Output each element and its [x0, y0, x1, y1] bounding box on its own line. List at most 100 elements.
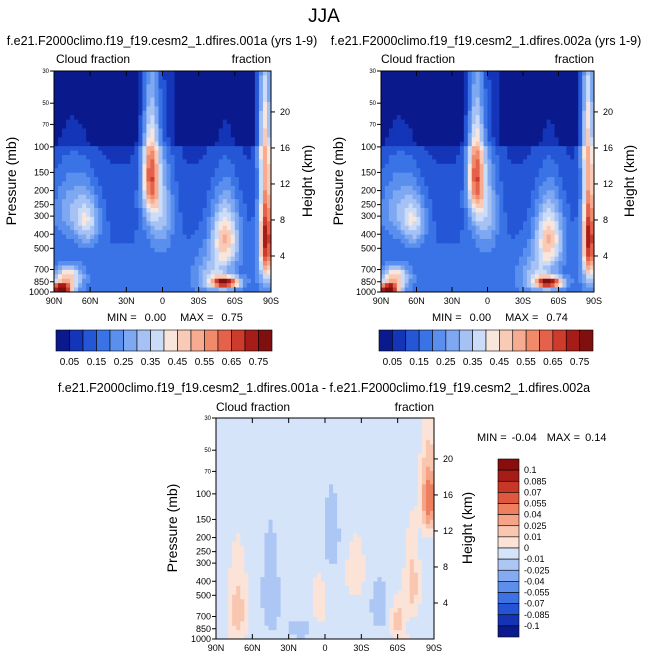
heatmap-cell	[90, 71, 95, 77]
heatmap-cell	[420, 88, 425, 94]
heatmap-cell	[542, 124, 548, 130]
heatmap-cell	[130, 88, 135, 94]
heatmap-cell	[214, 208, 220, 214]
heatmap-cell	[254, 238, 260, 244]
heatmap-cell	[408, 243, 414, 249]
heatmap-cell	[440, 146, 445, 152]
heatmap-cell	[388, 115, 394, 121]
heatmap-cell	[222, 128, 228, 134]
heatmap-cell	[94, 172, 99, 178]
heatmap-cell	[420, 115, 425, 121]
heatmap-cell	[384, 84, 390, 90]
heatmap-cell	[202, 172, 208, 178]
heatmap-cell	[550, 128, 556, 134]
heatmap-cell	[582, 79, 587, 85]
heatmap-cell	[58, 79, 63, 85]
heatmap-cell	[114, 190, 119, 196]
heatmap-cell	[542, 234, 548, 240]
heatmap-cell	[74, 168, 79, 174]
heatmap-cell	[542, 88, 548, 94]
heatmap-cell	[230, 106, 236, 112]
heatmap-cell	[134, 146, 139, 152]
heatmap-cell	[118, 216, 123, 222]
heatmap-cell	[499, 177, 504, 183]
heatmap-cell	[102, 234, 107, 240]
heatmap-cell	[218, 115, 224, 121]
heatmap-cell	[114, 199, 119, 205]
heatmap-cell	[66, 146, 71, 152]
heatmap-cell	[444, 230, 449, 236]
heatmap-cell	[582, 208, 587, 214]
heatmap-cell	[487, 101, 493, 107]
heatmap-cell	[202, 252, 208, 258]
heatmap-cell	[452, 203, 457, 209]
heatmap-cell	[182, 269, 188, 275]
heatmap-cell	[70, 283, 75, 289]
heatmap-cell	[74, 212, 79, 218]
heatmap-cell	[190, 221, 196, 227]
heatmap-cell	[452, 225, 457, 231]
heatmap-cell	[463, 150, 469, 156]
heatmap-cell	[586, 93, 591, 99]
heatmap-cell	[586, 119, 591, 125]
heatmap-cell	[90, 93, 95, 99]
heatmap-cell	[526, 185, 532, 191]
heatmap-cell	[118, 146, 123, 152]
heatmap-cell	[230, 247, 236, 253]
heatmap-cell	[218, 159, 224, 165]
heatmap-cell	[146, 97, 152, 103]
heatmap-cell	[230, 163, 236, 169]
heatmap-cell	[238, 119, 244, 125]
heatmap-cell	[202, 283, 208, 289]
heatmap-cell	[590, 106, 594, 112]
heatmap-cell	[487, 190, 493, 196]
heatmap-cell	[381, 252, 386, 258]
heatmap-cell	[444, 150, 449, 156]
heatmap-cell	[114, 75, 119, 81]
heatmap-cell	[534, 137, 540, 143]
heatmap-cell	[542, 238, 548, 244]
heatmap-cell	[266, 283, 271, 289]
heatmap-cell	[266, 238, 271, 244]
heatmap-cell	[210, 119, 216, 125]
heatmap-cell	[381, 234, 386, 240]
heatmap-cell	[475, 203, 481, 209]
heatmap-cell	[98, 97, 103, 103]
heatmap-cell	[420, 194, 425, 200]
heatmap-cell	[562, 230, 567, 236]
heatmap-cell	[230, 177, 236, 183]
heatmap-cell	[538, 177, 544, 183]
heatmap-cell	[558, 110, 564, 116]
heatmap-cell	[138, 269, 144, 275]
heatmap-cell	[198, 190, 204, 196]
heatmap-cell	[384, 110, 390, 116]
heatmap-cell	[142, 261, 148, 267]
heatmap-cell	[499, 159, 504, 165]
heatmap-cell	[238, 234, 244, 240]
heatmap-cell	[150, 172, 156, 178]
heatmap-cell	[487, 177, 493, 183]
heatmap-cell	[138, 124, 144, 130]
heatmap-cell	[142, 230, 148, 236]
heatmap-cell	[408, 75, 414, 81]
heatmap-cell	[487, 212, 493, 218]
heatmap-cell	[82, 79, 87, 85]
heatmap-cell	[463, 71, 469, 77]
heatmap-cell	[230, 101, 236, 107]
heatmap-cell	[384, 97, 390, 103]
heatmap-cell	[455, 172, 461, 178]
heatmap-cell	[154, 75, 160, 81]
heatmap-cell	[499, 88, 504, 94]
heatmap-cell	[534, 203, 540, 209]
heatmap-cell	[381, 101, 386, 107]
heatmap-cell	[110, 141, 115, 147]
heatmap-cell	[234, 194, 240, 200]
heatmap-cell	[66, 177, 71, 183]
heatmap-cell	[475, 75, 481, 81]
heatmap-cell	[242, 216, 248, 222]
heatmap-cell	[440, 154, 445, 160]
heatmap-cell	[90, 221, 95, 227]
heatmap-cell	[554, 203, 560, 209]
heatmap-cell	[242, 238, 248, 244]
heatmap-cell	[455, 97, 461, 103]
